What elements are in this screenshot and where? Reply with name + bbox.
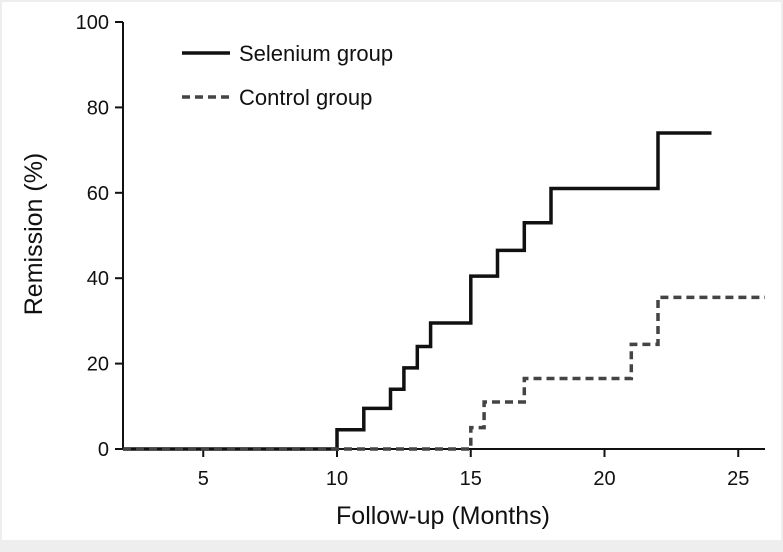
x-tick-label: 25: [727, 468, 749, 490]
y-tick-label: 20: [87, 354, 109, 376]
x-tick-label: 15: [460, 468, 482, 490]
x-axis-title: Follow-up (Months): [336, 502, 550, 530]
series-layer: [123, 131, 765, 451]
ticks: 0 20 40 60 80 100 5 10 15 20 25: [76, 12, 750, 490]
x-tick-label: 5: [198, 468, 209, 490]
control-series-line: [123, 295, 765, 451]
legend: Selenium group Control group: [182, 41, 393, 110]
y-tick-label: 40: [87, 268, 109, 290]
y-tick-label: 60: [87, 183, 109, 205]
y-tick-label: 80: [87, 97, 109, 119]
y-tick-label: 100: [76, 12, 109, 34]
y-axis-title: Remission (%): [20, 153, 48, 316]
x-tick-label: 10: [326, 468, 348, 490]
y-tick-label: 0: [98, 439, 109, 461]
legend-label: Selenium group: [239, 41, 393, 66]
selenium-series-line: [123, 131, 712, 451]
x-tick-label: 20: [593, 468, 615, 490]
legend-label: Control group: [239, 85, 372, 110]
chart-panel: [2, 2, 781, 540]
